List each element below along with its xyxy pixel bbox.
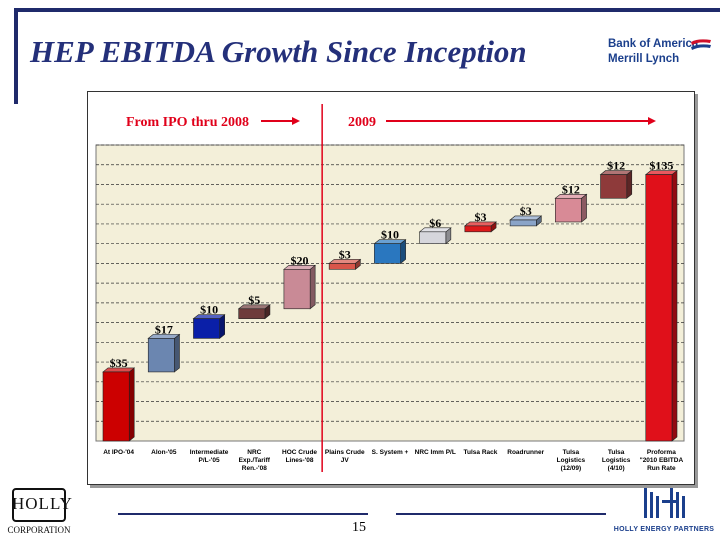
period-label-ipo-2008: From IPO thru 2008 bbox=[126, 115, 249, 130]
x-tick-label: Tulsa Logistics (4/10) bbox=[602, 449, 631, 472]
hep-logo-name: HOLLY ENERGY PARTNERS bbox=[613, 526, 715, 533]
bar-side bbox=[309, 264, 316, 310]
bar-side bbox=[671, 169, 678, 442]
bank-of-america-logo: Bank of America Merrill Lynch bbox=[608, 38, 712, 72]
slide-title: HEP EBITDA Growth Since Inception bbox=[30, 34, 527, 69]
x-tick-label: Alon-'05 bbox=[151, 449, 177, 456]
x-tick-label: At IPO-'04 bbox=[103, 449, 134, 456]
data-label: $35 bbox=[110, 356, 128, 370]
bar bbox=[509, 219, 537, 227]
x-tick-label: Intermediate P/L-'05 bbox=[190, 449, 229, 464]
bar-side bbox=[128, 367, 135, 442]
x-tick-label: S. System + bbox=[372, 449, 409, 456]
x-tick-label: Tulsa Rack bbox=[464, 449, 498, 456]
bar-group bbox=[509, 215, 543, 227]
bar-group bbox=[463, 221, 497, 233]
holly-energy-partners-logo: HOLLY ENERGY PARTNERS bbox=[610, 484, 718, 538]
bar-side bbox=[174, 333, 180, 373]
holly-logo-name: HOLLY bbox=[12, 494, 73, 513]
bar-group bbox=[554, 193, 588, 223]
bar bbox=[374, 243, 401, 264]
bank-logo-line2: Merrill Lynch bbox=[608, 53, 680, 65]
bar-group bbox=[644, 169, 678, 442]
bar-group bbox=[418, 227, 452, 245]
title-frame-top-border bbox=[14, 8, 720, 12]
period-arrowhead-2009 bbox=[648, 117, 656, 125]
bar-group bbox=[102, 367, 136, 442]
x-tick-label: Tulsa Logistics (12/09) bbox=[557, 449, 586, 472]
x-tick-label: NRC Exp./Tariff Ren.-'08 bbox=[239, 449, 271, 472]
hep-emblem-icon bbox=[644, 488, 685, 518]
x-tick-label: HOC Crude Lines-'08 bbox=[282, 449, 317, 464]
footer-divider-left bbox=[118, 513, 368, 515]
bar bbox=[419, 231, 447, 244]
holly-corporation-logo: HOLLY CORPORATION bbox=[4, 488, 73, 536]
bar-group bbox=[328, 258, 362, 270]
footer-divider-right bbox=[396, 513, 606, 515]
data-label: $6 bbox=[429, 216, 441, 230]
ebitda-waterfall-chart: $0$10$20$30$40$50$60$70$80$90$100$110$12… bbox=[95, 104, 685, 472]
data-label: $12 bbox=[607, 159, 625, 173]
chart-panel: $0$10$20$30$40$50$60$70$80$90$100$110$12… bbox=[87, 91, 695, 485]
bar-group bbox=[237, 304, 271, 320]
bar bbox=[645, 174, 673, 442]
period-arrowhead-ipo-2008 bbox=[292, 117, 300, 125]
bar bbox=[147, 338, 175, 373]
title-frame-left-border bbox=[14, 8, 18, 104]
bar-side bbox=[626, 169, 633, 199]
bar bbox=[600, 174, 628, 199]
period-label-2009: 2009 bbox=[348, 115, 376, 130]
data-label: $3 bbox=[520, 204, 532, 218]
bar-group bbox=[192, 314, 226, 340]
bar-group bbox=[373, 239, 407, 265]
bar bbox=[193, 318, 220, 339]
data-label: $3 bbox=[339, 247, 351, 261]
plot-area bbox=[95, 144, 685, 442]
page-number: 15 bbox=[352, 520, 366, 535]
data-label: $3 bbox=[474, 210, 486, 224]
data-label: $10 bbox=[381, 228, 399, 242]
x-tick-label: NRC Imm P/L bbox=[415, 449, 456, 456]
x-tick-label: Plains Crude JV bbox=[325, 449, 365, 464]
data-label: $135 bbox=[649, 159, 673, 173]
bar bbox=[464, 225, 492, 233]
bar bbox=[102, 371, 130, 442]
x-tick-label: Proforma "2010 EBITDA Run Rate bbox=[640, 449, 684, 472]
holly-logo-subtitle: CORPORATION bbox=[7, 525, 71, 535]
data-label: $10 bbox=[200, 303, 218, 317]
data-label: $5 bbox=[248, 293, 260, 307]
bank-logo-line1: Bank of America bbox=[608, 38, 699, 50]
bar bbox=[238, 308, 266, 319]
bar bbox=[328, 263, 356, 270]
data-label: $17 bbox=[155, 322, 173, 336]
bar bbox=[555, 197, 582, 223]
data-label: $20 bbox=[291, 253, 309, 267]
flag-icon bbox=[691, 39, 711, 50]
bar-side bbox=[581, 193, 587, 223]
data-label: $12 bbox=[562, 182, 580, 196]
x-tick-label: Roadrunner bbox=[507, 449, 544, 456]
bar-group bbox=[147, 333, 181, 373]
bar bbox=[283, 269, 311, 310]
holly-logo-box bbox=[12, 488, 66, 522]
bar-group bbox=[599, 169, 633, 199]
bar-group bbox=[283, 264, 317, 310]
